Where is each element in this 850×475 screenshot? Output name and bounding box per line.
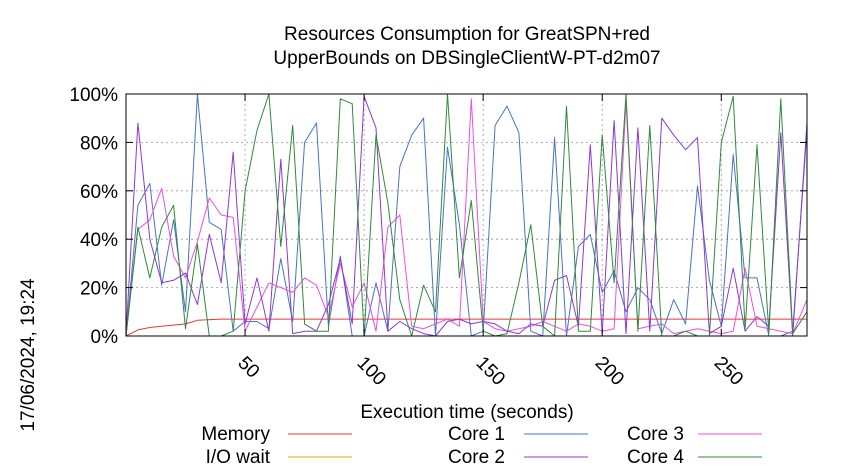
- legend-label-memory: Memory: [201, 424, 270, 445]
- series-line-core-2: [125, 95, 808, 337]
- legend-label-core-1: Core 1: [448, 424, 505, 445]
- chart-title-line-1: Resources Consumption for GreatSPN+red: [284, 24, 650, 45]
- x-tick-label: 100: [353, 353, 390, 390]
- timestamp-label: 17/06/2024, 19:24: [18, 278, 39, 432]
- y-axis: 0% 20% 40% 60% 80% 100%: [69, 85, 807, 348]
- x-axis: 50 100 150 200 250: [234, 94, 747, 390]
- x-axis-label: Execution time (seconds): [360, 402, 573, 423]
- plot-frame: [125, 93, 808, 337]
- y-tick-label: 20%: [80, 279, 118, 300]
- series-line-core-3: [125, 98, 808, 337]
- y-tick-label: 40%: [80, 230, 118, 251]
- y-tick-label: 60%: [80, 182, 118, 203]
- legend-label-core-2: Core 2: [448, 447, 505, 468]
- grid: [126, 94, 807, 336]
- legend-label-core-4: Core 4: [627, 447, 684, 468]
- x-tick-label: 200: [591, 353, 628, 390]
- legend-label-i-o-wait: I/O wait: [206, 447, 271, 468]
- chart-title-line-2: UpperBounds on DBSingleClientW-PT-d2m07: [273, 48, 660, 69]
- y-tick-label: 80%: [80, 133, 118, 154]
- x-tick-label: 50: [234, 353, 264, 383]
- x-tick-label: 250: [710, 353, 747, 390]
- legend-label-core-3: Core 3: [627, 424, 684, 445]
- y-tick-label: 100%: [69, 85, 118, 106]
- y-tick-label: 0%: [91, 327, 119, 348]
- x-tick-label: 150: [472, 353, 509, 390]
- series-line-core-4: [125, 93, 808, 337]
- series-layer: [125, 93, 808, 337]
- series-line-core-1: [125, 93, 808, 337]
- series-line-memory: [125, 318, 807, 337]
